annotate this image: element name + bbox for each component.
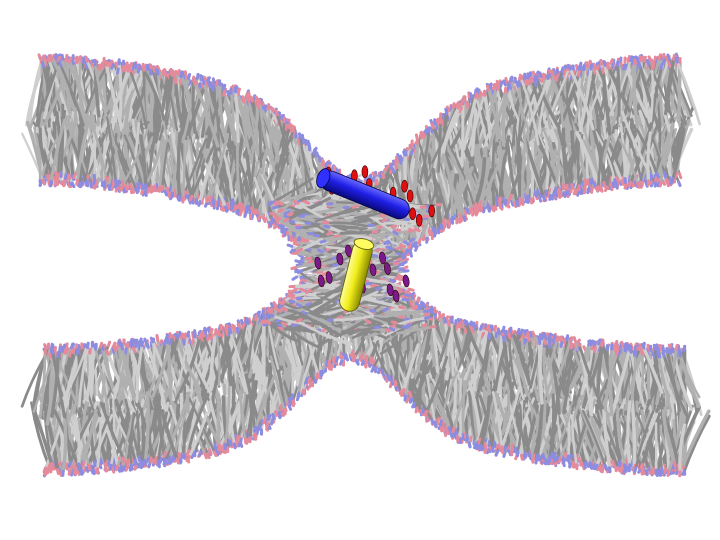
blue-cylinder xyxy=(316,168,410,220)
lower-bilayer xyxy=(20,255,711,478)
lower-helix-peptide xyxy=(314,238,410,312)
yellow-cylinder xyxy=(339,238,375,312)
upper-helix-peptide xyxy=(316,165,436,227)
